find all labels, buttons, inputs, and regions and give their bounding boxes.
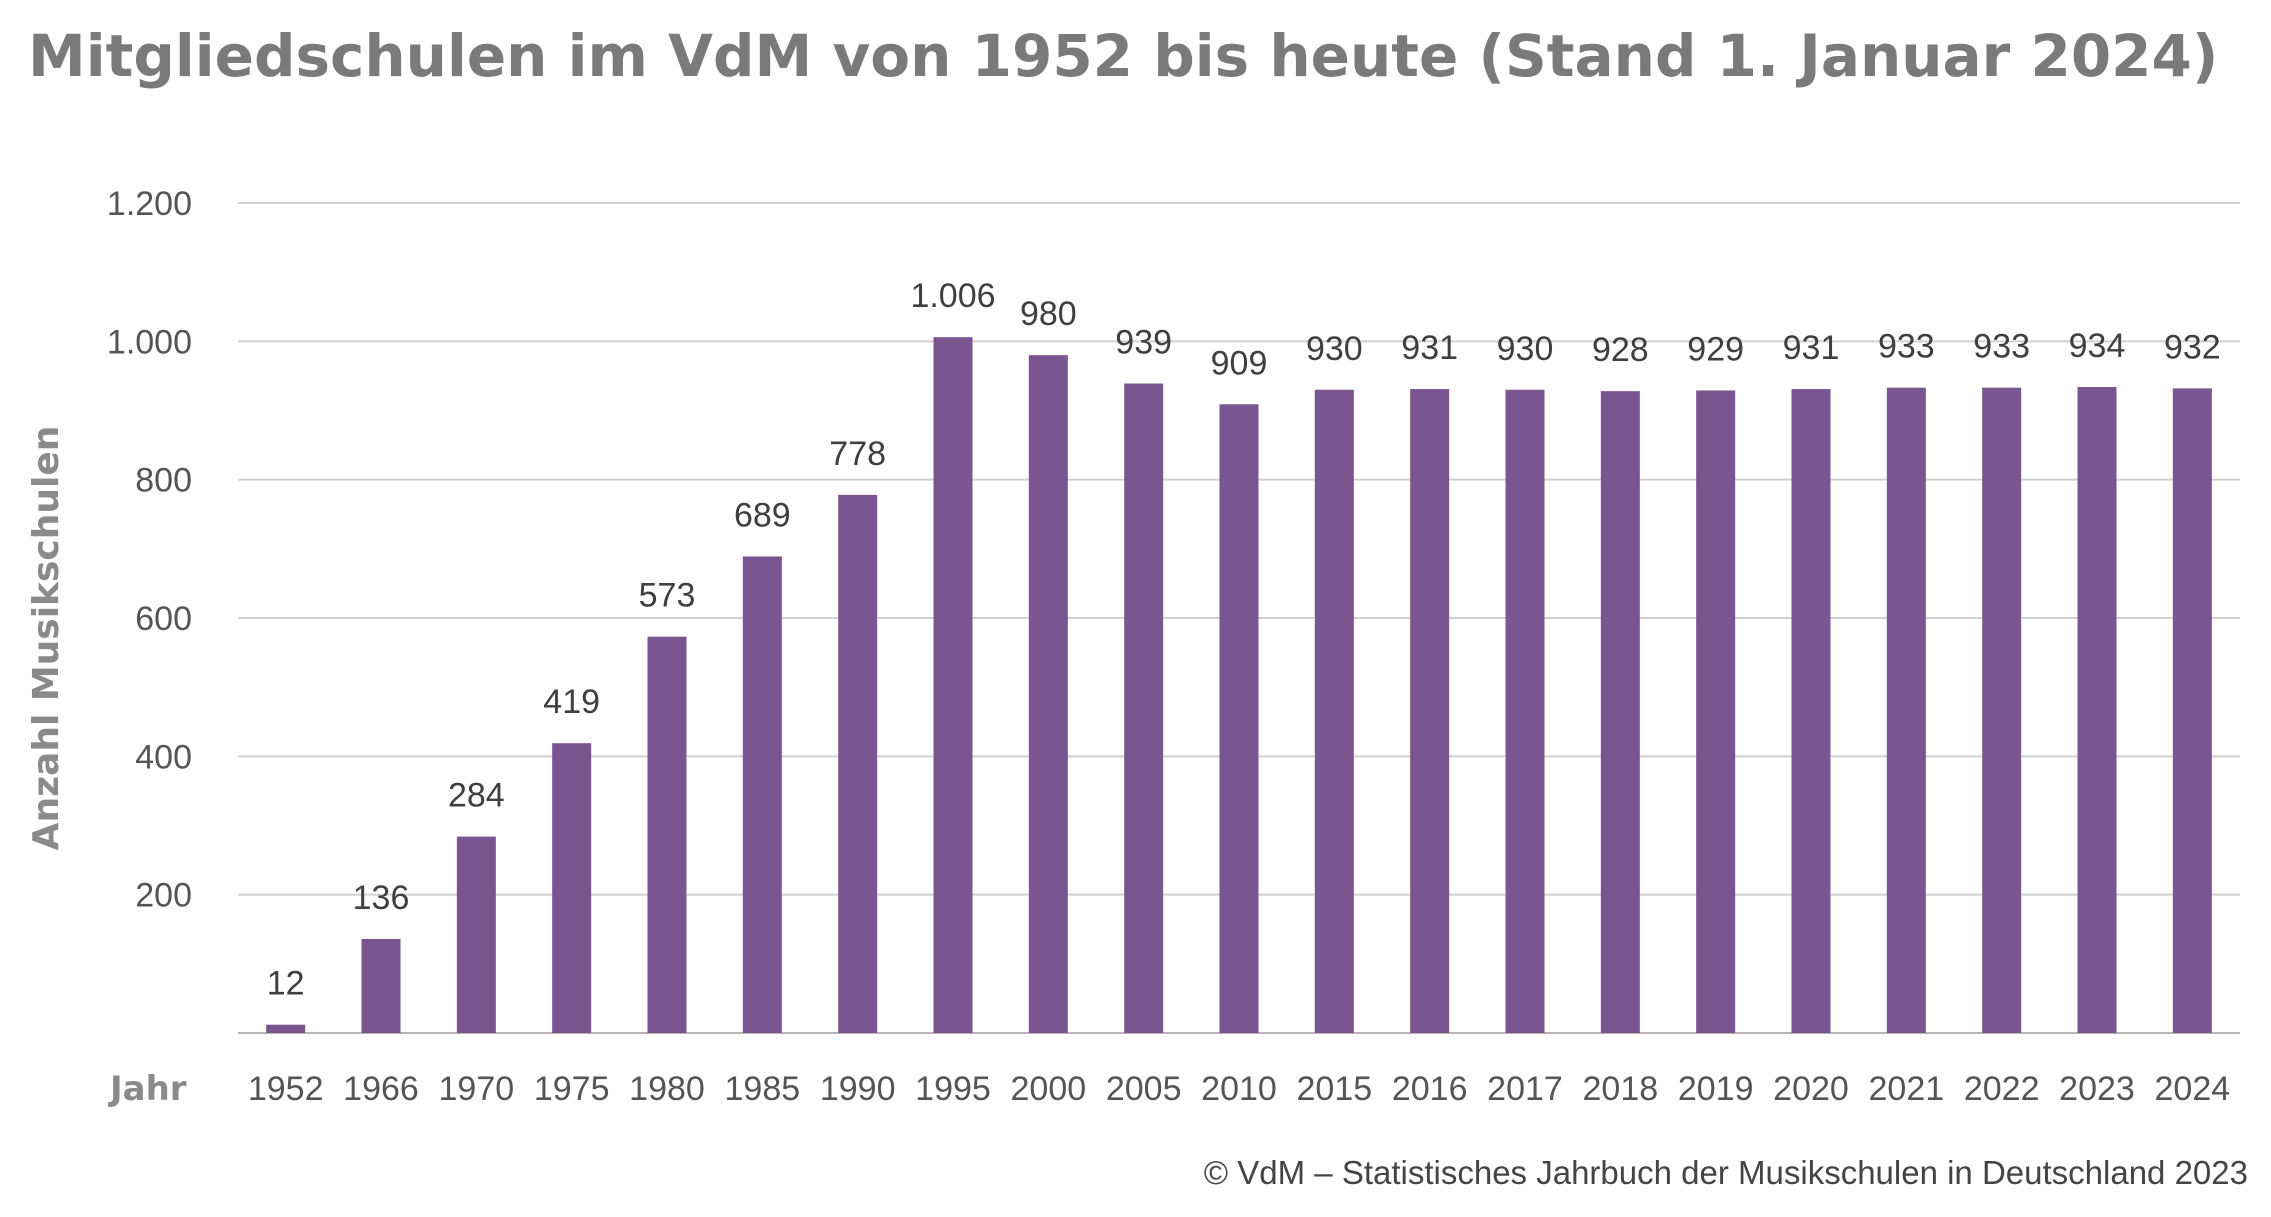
data-label: 939	[1115, 324, 1172, 362]
data-label: 928	[1592, 331, 1649, 369]
data-label: 980	[1020, 295, 1077, 333]
x-tick-label: 2019	[1678, 1070, 1754, 1108]
bar	[2172, 388, 2212, 1033]
data-label: 136	[353, 879, 410, 917]
bar	[742, 556, 782, 1033]
bar	[1314, 389, 1354, 1033]
x-tick-label: 1995	[915, 1070, 991, 1108]
data-label: 932	[2164, 328, 2221, 366]
x-tick-label: 1952	[248, 1070, 324, 1108]
data-label: 933	[1973, 328, 2030, 366]
y-tick-label: 200	[135, 877, 192, 915]
data-label: 284	[448, 777, 505, 815]
y-tick-label: 600	[135, 600, 192, 638]
y-tick-label: 400	[135, 738, 192, 776]
y-tick-label: 800	[135, 462, 192, 500]
x-tick-label: 1980	[629, 1070, 705, 1108]
x-tick-label: 1966	[343, 1070, 419, 1108]
data-label: 12	[267, 965, 305, 1003]
x-tick-label: 2000	[1011, 1070, 1087, 1108]
bar	[1124, 383, 1164, 1033]
x-tick-label: 2005	[1106, 1070, 1182, 1108]
bar	[1982, 387, 2022, 1033]
bar	[361, 938, 401, 1033]
data-label: 419	[543, 683, 600, 721]
bar	[1791, 389, 1831, 1033]
source-note: © VdM – Statistisches Jahrbuch der Musik…	[1204, 1154, 2248, 1191]
x-tick-label: 2016	[1392, 1070, 1468, 1108]
x-tick-label: 2023	[2059, 1070, 2135, 1108]
bars	[266, 337, 2212, 1034]
x-tick-label: 2020	[1773, 1070, 1849, 1108]
data-label: 689	[734, 496, 791, 534]
data-labels: 12 136 284 419 573 689 778 1.006 980 939 909 930 931…	[267, 277, 2221, 1003]
x-tick-label: 1970	[439, 1070, 515, 1108]
bar	[2077, 386, 2117, 1033]
y-axis-title: Anzahl Musikschulen	[26, 426, 67, 851]
x-tick-label: 2017	[1487, 1070, 1563, 1108]
x-tick-label: 2021	[1869, 1070, 1945, 1108]
bar	[1600, 391, 1640, 1034]
bar	[838, 494, 878, 1034]
x-tick-label: 1985	[725, 1070, 801, 1108]
data-label: 929	[1687, 330, 1744, 368]
data-label: 573	[639, 577, 696, 615]
bar	[552, 743, 592, 1033]
x-tick-label: 2024	[2155, 1070, 2231, 1108]
y-axis-ticks: 200 400 600 800 1.000 1.200	[107, 185, 192, 915]
bar	[1696, 390, 1736, 1034]
bar	[647, 636, 687, 1033]
chart-title: Mitgliedschulen im VdM von 1952 bis heut…	[28, 22, 2218, 90]
bar	[933, 337, 973, 1033]
x-tick-label: 2022	[1964, 1070, 2040, 1108]
data-label: 1.006	[910, 277, 995, 315]
x-axis-ticks: 1952 1966 1970 1975 1980 1985 1990 1995 2000 2005…	[248, 1070, 2230, 1108]
data-label: 778	[829, 435, 886, 473]
bar	[1219, 404, 1259, 1033]
data-label: 933	[1878, 328, 1935, 366]
bar	[1410, 389, 1450, 1033]
bar	[266, 1024, 306, 1033]
x-tick-label: 2015	[1297, 1070, 1373, 1108]
data-label: 930	[1306, 330, 1363, 368]
bar	[456, 836, 496, 1033]
y-tick-label: 1.000	[107, 323, 192, 361]
x-tick-label: 1990	[820, 1070, 896, 1108]
x-tick-label: 2018	[1583, 1070, 1659, 1108]
data-label: 930	[1497, 330, 1554, 368]
data-label: 934	[2069, 327, 2126, 365]
data-label: 931	[1401, 329, 1458, 367]
x-tick-label: 2010	[1201, 1070, 1277, 1108]
bar	[1505, 389, 1545, 1033]
x-tick-label: 1975	[534, 1070, 610, 1108]
bar	[1028, 355, 1068, 1034]
data-label: 931	[1783, 329, 1840, 367]
bar	[1886, 387, 1926, 1033]
y-tick-label: 1.200	[107, 185, 192, 223]
data-label: 909	[1211, 344, 1268, 382]
x-axis-title: Jahr	[108, 1069, 187, 1109]
